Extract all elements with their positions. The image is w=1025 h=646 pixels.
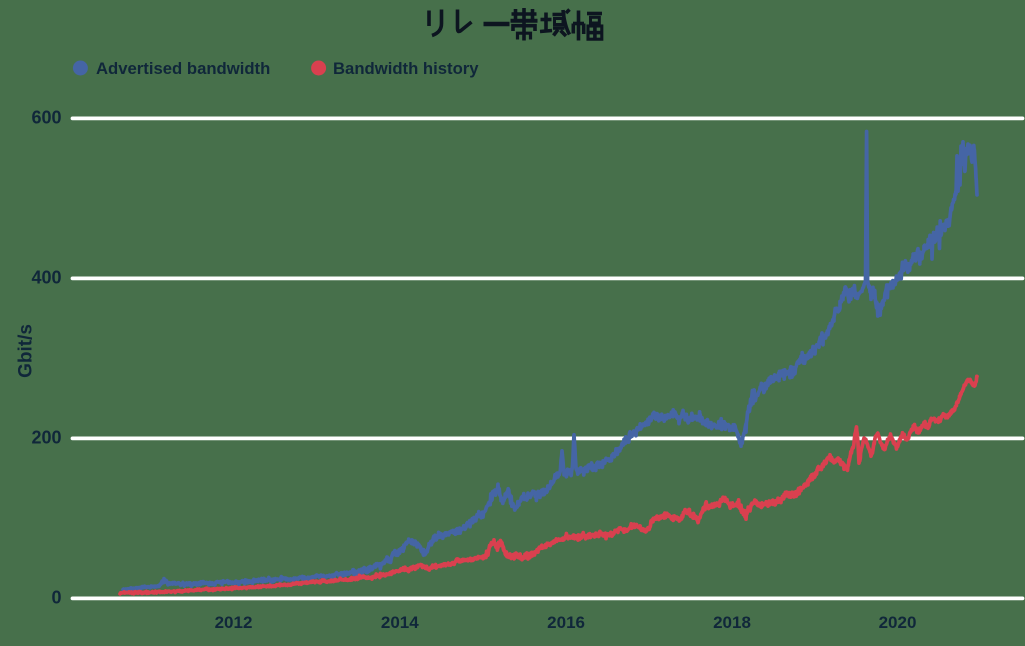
svg-text:2014: 2014 xyxy=(381,613,419,632)
svg-text:400: 400 xyxy=(31,268,61,288)
svg-text:2020: 2020 xyxy=(879,613,917,632)
svg-text:0: 0 xyxy=(51,587,61,607)
svg-text:600: 600 xyxy=(31,108,61,128)
svg-text:2018: 2018 xyxy=(713,613,751,632)
svg-text:2012: 2012 xyxy=(215,613,253,632)
svg-text:2016: 2016 xyxy=(547,613,585,632)
svg-text:Bandwidth history: Bandwidth history xyxy=(333,59,479,78)
svg-text:Advertised bandwidth: Advertised bandwidth xyxy=(96,59,270,78)
svg-text:200: 200 xyxy=(31,428,61,448)
svg-text:Gbit/s: Gbit/s xyxy=(16,324,37,378)
